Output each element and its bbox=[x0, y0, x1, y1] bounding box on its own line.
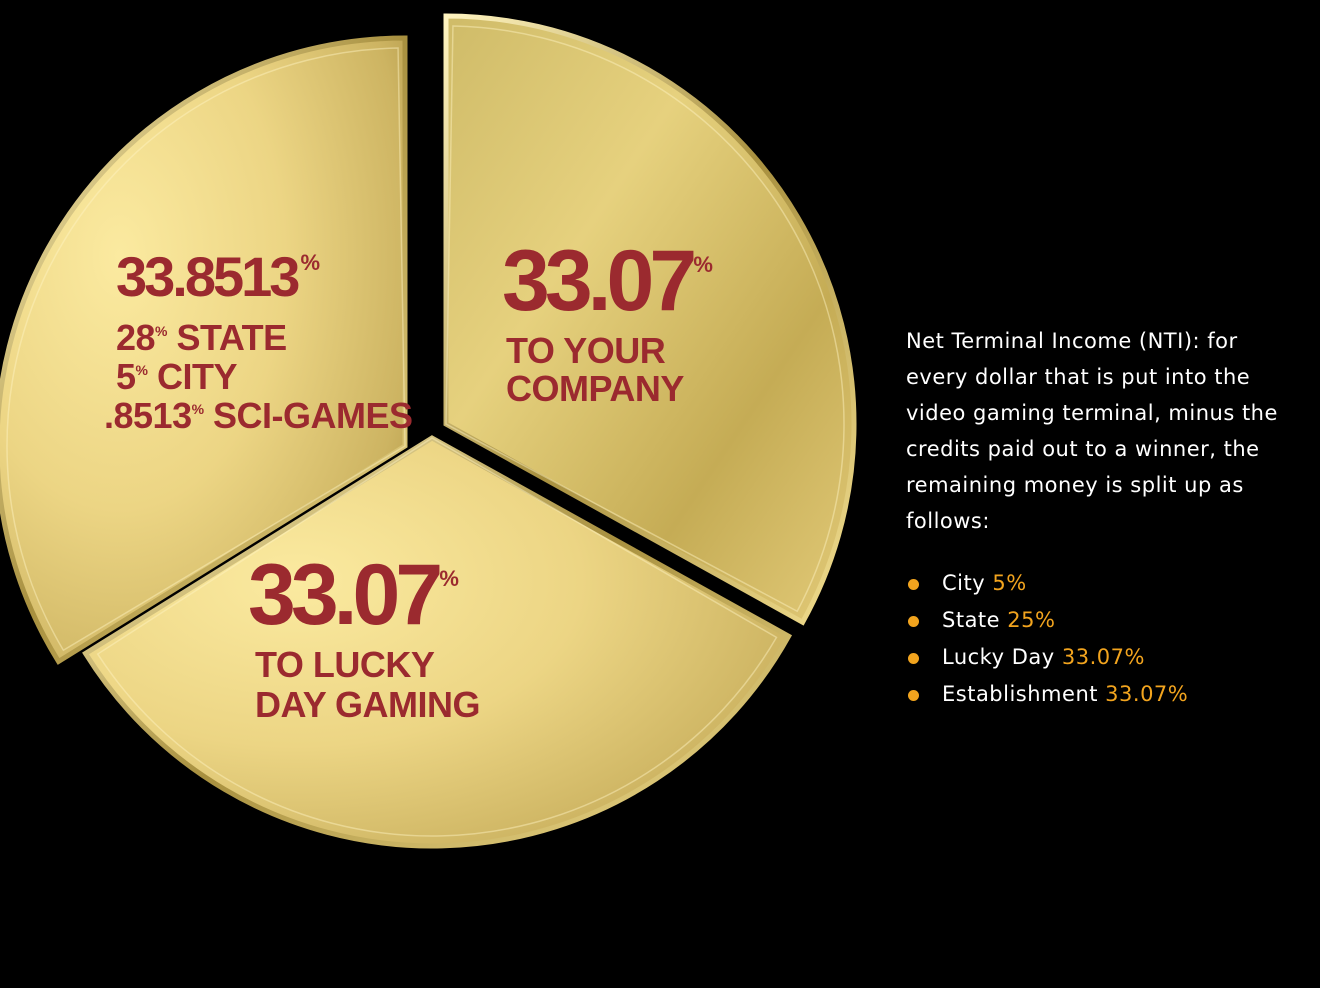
pie-slice-inner-rim bbox=[6, 47, 406, 652]
list-item: Establishment 33.07% bbox=[906, 676, 1306, 713]
list-item: State 25% bbox=[906, 602, 1306, 639]
list-item-label: State bbox=[942, 608, 1001, 632]
legend-panel: Net Terminal Income (NTI): for every dol… bbox=[906, 323, 1306, 713]
list-item-value: 25% bbox=[1007, 608, 1056, 632]
bullet-dot-icon bbox=[908, 690, 919, 701]
bullet-dot-icon bbox=[908, 653, 919, 664]
slice-value-label: 33.8513 % bbox=[116, 245, 320, 308]
bullet-dot-icon bbox=[908, 579, 919, 590]
slice-value-label: 33.07 % bbox=[502, 233, 712, 329]
pie-slice-inner-rim bbox=[96, 437, 778, 837]
list-item-value: 5% bbox=[992, 571, 1027, 595]
breakdown-label: 28% STATE bbox=[116, 317, 287, 358]
list-item: Lucky Day 33.07% bbox=[906, 639, 1306, 676]
list-item-value: 33.07% bbox=[1105, 682, 1189, 706]
breakdown-label: .8513% SCI-GAMES bbox=[104, 395, 413, 436]
breakdown-label: 5% CITY bbox=[116, 356, 237, 397]
slice-caption: COMPANY bbox=[506, 368, 684, 409]
pie-slice bbox=[0, 35, 408, 665]
bullet-dot-icon bbox=[908, 616, 919, 627]
pie-slice bbox=[443, 13, 857, 626]
nti-description: Net Terminal Income (NTI): for every dol… bbox=[906, 329, 1278, 533]
pie-slice bbox=[82, 435, 793, 849]
list-item-label: Lucky Day bbox=[942, 645, 1055, 669]
split-list: City 5% State 25% Lucky Day 33.07% Estab… bbox=[906, 565, 1306, 713]
slice-caption: TO LUCKY bbox=[255, 644, 435, 685]
list-item: City 5% bbox=[906, 565, 1306, 602]
slice-caption: DAY GAMING bbox=[255, 684, 480, 725]
list-item-label: Establishment bbox=[942, 682, 1098, 706]
pie-slice-inner-rim bbox=[445, 25, 845, 613]
list-item-value: 33.07% bbox=[1061, 645, 1145, 669]
slice-value-label: 33.07 % bbox=[248, 547, 458, 643]
slice-caption: TO YOUR bbox=[506, 330, 666, 371]
list-item-label: City bbox=[942, 571, 986, 595]
